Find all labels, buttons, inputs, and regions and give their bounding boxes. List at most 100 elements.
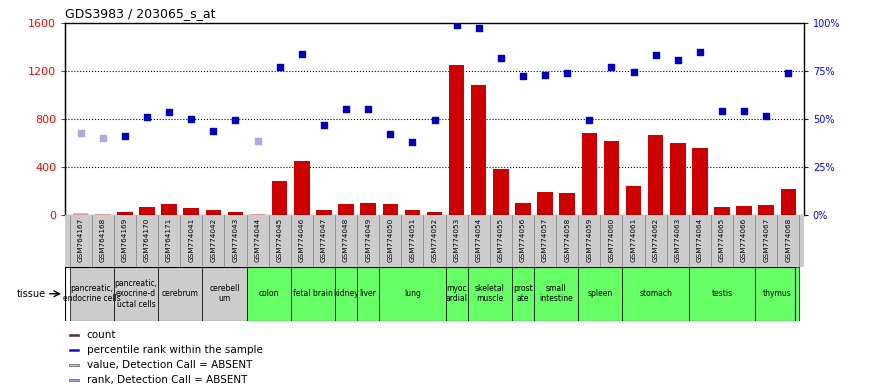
Text: GSM774044: GSM774044 bbox=[255, 218, 261, 262]
Text: GSM774068: GSM774068 bbox=[786, 218, 792, 262]
Text: small
intestine: small intestine bbox=[540, 284, 573, 303]
Text: GSM774050: GSM774050 bbox=[388, 218, 394, 262]
Bar bbox=[114, 267, 158, 321]
Text: GSM774045: GSM774045 bbox=[276, 218, 282, 262]
Text: skeletal
muscle: skeletal muscle bbox=[474, 284, 505, 303]
Text: myoc
ardial: myoc ardial bbox=[446, 284, 468, 303]
Bar bbox=[622, 267, 689, 321]
Text: GSM774064: GSM774064 bbox=[697, 218, 703, 262]
Point bbox=[273, 65, 287, 71]
Text: lung: lung bbox=[404, 289, 421, 298]
Text: GSM774057: GSM774057 bbox=[542, 218, 548, 262]
Text: GSM774056: GSM774056 bbox=[520, 218, 526, 262]
Bar bbox=[139, 207, 155, 215]
Bar bbox=[247, 267, 291, 321]
Point bbox=[582, 117, 596, 123]
Bar bbox=[471, 86, 487, 215]
Point bbox=[538, 72, 552, 78]
Bar bbox=[578, 267, 622, 321]
Bar bbox=[581, 134, 597, 215]
Bar bbox=[158, 267, 202, 321]
Point bbox=[671, 56, 685, 63]
Bar bbox=[493, 169, 508, 215]
Text: GSM774047: GSM774047 bbox=[321, 218, 327, 262]
Point bbox=[406, 139, 420, 146]
Text: liver: liver bbox=[360, 289, 376, 298]
Text: cerebell
um: cerebell um bbox=[209, 284, 240, 303]
Point bbox=[140, 114, 154, 120]
Point bbox=[516, 73, 530, 79]
Point bbox=[715, 108, 729, 114]
Text: GSM774042: GSM774042 bbox=[210, 218, 216, 262]
Bar bbox=[449, 65, 464, 215]
Bar bbox=[736, 206, 752, 215]
Bar bbox=[427, 212, 442, 215]
Text: spleen: spleen bbox=[587, 289, 613, 298]
Bar bbox=[670, 143, 686, 215]
Text: stomach: stomach bbox=[640, 289, 672, 298]
Text: testis: testis bbox=[712, 289, 733, 298]
Text: thymus: thymus bbox=[763, 289, 792, 298]
Text: colon: colon bbox=[258, 289, 279, 298]
Point bbox=[648, 52, 662, 58]
Text: kidney: kidney bbox=[333, 289, 359, 298]
Bar bbox=[162, 204, 177, 215]
Bar bbox=[228, 212, 243, 215]
Text: rank, Detection Call = ABSENT: rank, Detection Call = ABSENT bbox=[87, 375, 247, 384]
Bar bbox=[183, 209, 199, 215]
Point bbox=[472, 25, 486, 31]
Bar bbox=[379, 267, 446, 321]
Bar bbox=[534, 267, 578, 321]
Text: GSM764169: GSM764169 bbox=[122, 218, 128, 262]
Point bbox=[383, 131, 397, 137]
Bar bbox=[69, 379, 79, 381]
Text: GSM764167: GSM764167 bbox=[77, 218, 83, 262]
Bar bbox=[468, 267, 512, 321]
Point bbox=[118, 133, 132, 139]
Text: value, Detection Call = ABSENT: value, Detection Call = ABSENT bbox=[87, 360, 252, 370]
Text: GSM774055: GSM774055 bbox=[498, 218, 504, 262]
Point bbox=[74, 131, 88, 137]
Point bbox=[163, 109, 176, 115]
Point bbox=[494, 55, 507, 61]
Text: count: count bbox=[87, 330, 116, 340]
Bar bbox=[604, 141, 619, 215]
Text: tissue: tissue bbox=[17, 289, 45, 299]
Bar bbox=[446, 267, 468, 321]
Point bbox=[737, 108, 751, 114]
Bar bbox=[69, 334, 79, 336]
Point bbox=[229, 117, 242, 123]
Text: cerebrum: cerebrum bbox=[162, 289, 199, 298]
Bar bbox=[291, 267, 335, 321]
Text: GSM774061: GSM774061 bbox=[631, 218, 636, 262]
Point bbox=[96, 135, 109, 141]
Bar bbox=[714, 207, 730, 215]
Text: GSM774066: GSM774066 bbox=[741, 218, 747, 262]
Bar bbox=[117, 212, 133, 215]
Text: GSM774058: GSM774058 bbox=[564, 218, 570, 262]
Text: GSM774054: GSM774054 bbox=[475, 218, 481, 262]
Point bbox=[428, 117, 441, 123]
Bar bbox=[338, 204, 354, 215]
Point bbox=[317, 122, 331, 128]
Bar bbox=[382, 204, 398, 215]
Bar bbox=[69, 349, 79, 351]
Bar bbox=[73, 213, 89, 215]
Text: GSM774041: GSM774041 bbox=[189, 218, 195, 262]
Text: GSM774067: GSM774067 bbox=[763, 218, 769, 262]
Text: GSM774048: GSM774048 bbox=[343, 218, 349, 262]
Point bbox=[295, 51, 308, 57]
Bar bbox=[206, 210, 221, 215]
Bar bbox=[294, 161, 309, 215]
Text: prost
ate: prost ate bbox=[513, 284, 533, 303]
Bar bbox=[560, 193, 575, 215]
Point bbox=[627, 69, 640, 75]
Point bbox=[561, 70, 574, 76]
Point bbox=[207, 128, 221, 134]
Bar bbox=[626, 186, 641, 215]
Point bbox=[693, 50, 706, 56]
Bar bbox=[512, 267, 534, 321]
Bar bbox=[689, 267, 755, 321]
Point bbox=[250, 138, 264, 144]
Text: GSM774043: GSM774043 bbox=[233, 218, 238, 262]
